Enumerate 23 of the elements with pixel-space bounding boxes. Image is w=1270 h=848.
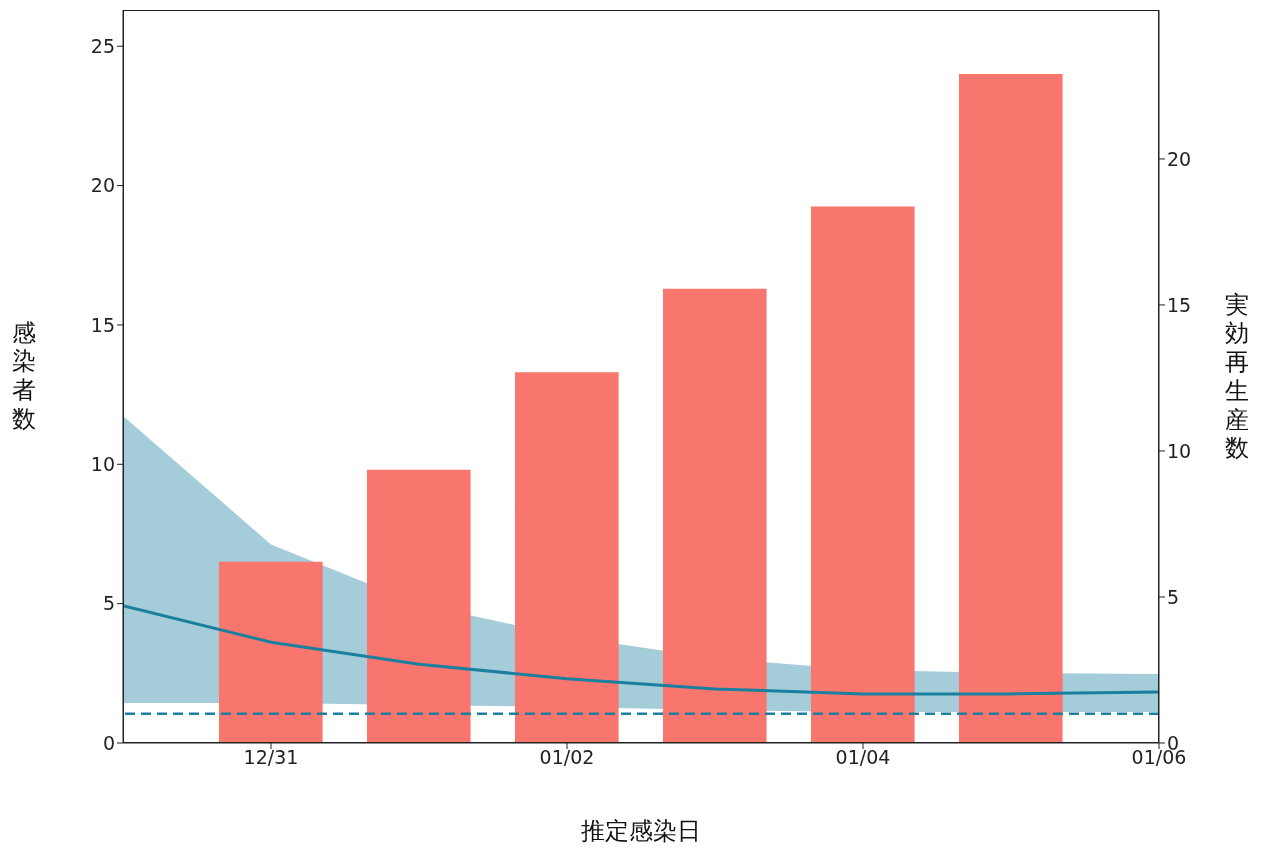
bar [367, 469, 471, 743]
y-axis-title: 感染者数 [12, 318, 37, 435]
y-tick-label: 15 [90, 313, 115, 336]
x-tick-label: 12/31 [243, 746, 299, 769]
y2-tick-label: 20 [1167, 147, 1192, 170]
y-tick-label: 25 [90, 34, 115, 57]
y-tick-label: 5 [102, 592, 115, 615]
bar [219, 561, 323, 743]
y2-axis-title: 実効再生産数 [1225, 290, 1250, 463]
bar [811, 206, 915, 743]
y-tick-label: 10 [90, 453, 115, 476]
bar [959, 74, 1063, 743]
bar [515, 372, 619, 743]
bar [663, 288, 767, 743]
y-tick-label: 0 [102, 731, 115, 754]
y2-tick-label: 10 [1167, 439, 1192, 462]
x-tick-label: 01/02 [539, 746, 595, 769]
line-series [123, 604, 1159, 696]
x-axis-title: 推定感染日 [581, 817, 701, 845]
y-tick-label: 20 [90, 174, 115, 197]
x-tick-label: 01/04 [835, 746, 891, 769]
y2-tick-label: 15 [1167, 293, 1192, 316]
y2-tick-label: 5 [1167, 585, 1180, 608]
